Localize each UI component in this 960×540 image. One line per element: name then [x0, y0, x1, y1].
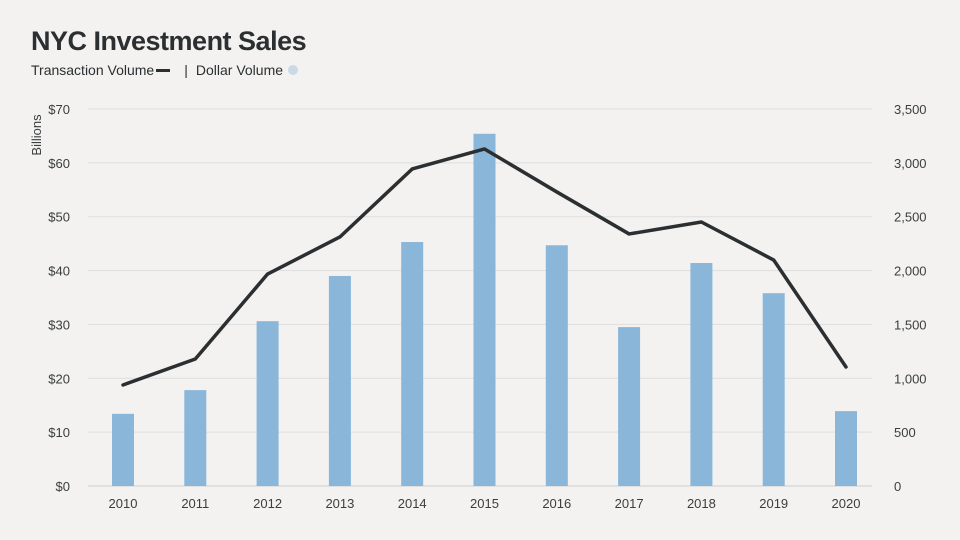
bar-2015 — [473, 133, 496, 486]
bar-2011 — [184, 390, 207, 486]
x-tick-label: 2011 — [181, 496, 209, 511]
x-tick-label: 2020 — [832, 496, 861, 511]
y2-tick-label: 3,000 — [894, 156, 927, 171]
x-tick-label: 2018 — [687, 496, 716, 511]
y-tick-label: $50 — [48, 210, 70, 225]
x-tick-label: 2015 — [470, 496, 499, 511]
y2-tick-label: 1,000 — [894, 371, 927, 386]
x-tick-label: 2013 — [325, 496, 354, 511]
y-tick-label: $40 — [48, 264, 70, 279]
legend-line-label: Transaction Volume — [31, 62, 155, 78]
y2-tick-label: 1,500 — [894, 317, 927, 332]
legend: Transaction Volume | Dollar Volume — [31, 62, 299, 78]
line-point-2017 — [627, 232, 631, 236]
bar-swatch-icon — [288, 65, 299, 75]
line-swatch-icon — [156, 68, 171, 72]
line-point-2015 — [483, 147, 486, 151]
x-tick-label: 2019 — [759, 496, 788, 511]
y-tick-label: $60 — [48, 156, 70, 171]
bar-2016 — [545, 245, 568, 486]
x-tick-label: 2017 — [615, 496, 644, 511]
y2-tick-label: 2,500 — [894, 210, 927, 225]
line-point-2018 — [699, 220, 703, 224]
line-point-2016 — [555, 190, 559, 194]
line-point-2019 — [772, 258, 776, 262]
y-tick-label: $20 — [48, 371, 70, 386]
y2-tick-label: 500 — [894, 425, 916, 440]
chart-title: NYC Investment Sales — [31, 26, 307, 56]
bar-2020 — [835, 411, 857, 486]
y2-tick-label: 3,500 — [894, 102, 927, 117]
bar-2012 — [256, 321, 279, 486]
y-tick-label: $70 — [48, 102, 70, 117]
bar-2017 — [618, 327, 641, 486]
y-axis-label: Billions — [29, 114, 44, 156]
x-tick-label: 2014 — [398, 496, 427, 511]
line-point-2012 — [266, 272, 270, 276]
line-point-2011 — [193, 357, 197, 361]
y-tick-label: $10 — [48, 425, 70, 440]
legend-bar-label: Dollar Volume — [195, 62, 284, 78]
bar-2010 — [112, 413, 134, 486]
bar-2013 — [328, 275, 351, 486]
bar-2018 — [690, 263, 713, 486]
bar-2014 — [401, 242, 424, 486]
legend-separator: | — [184, 62, 188, 78]
line-point-2013 — [338, 235, 342, 239]
line-point-2010 — [121, 383, 125, 387]
x-tick-label: 2010 — [109, 496, 138, 511]
line-point-2014 — [410, 167, 414, 171]
y2-tick-label: 2,000 — [894, 264, 927, 279]
bar-2019 — [762, 293, 785, 486]
line-point-2020 — [844, 365, 848, 369]
x-tick-label: 2012 — [253, 496, 282, 511]
y2-tick-label: 0 — [894, 479, 901, 494]
x-tick-label: 2016 — [542, 496, 571, 511]
y-tick-label: $0 — [56, 479, 70, 494]
y-tick-label: $30 — [48, 317, 70, 332]
